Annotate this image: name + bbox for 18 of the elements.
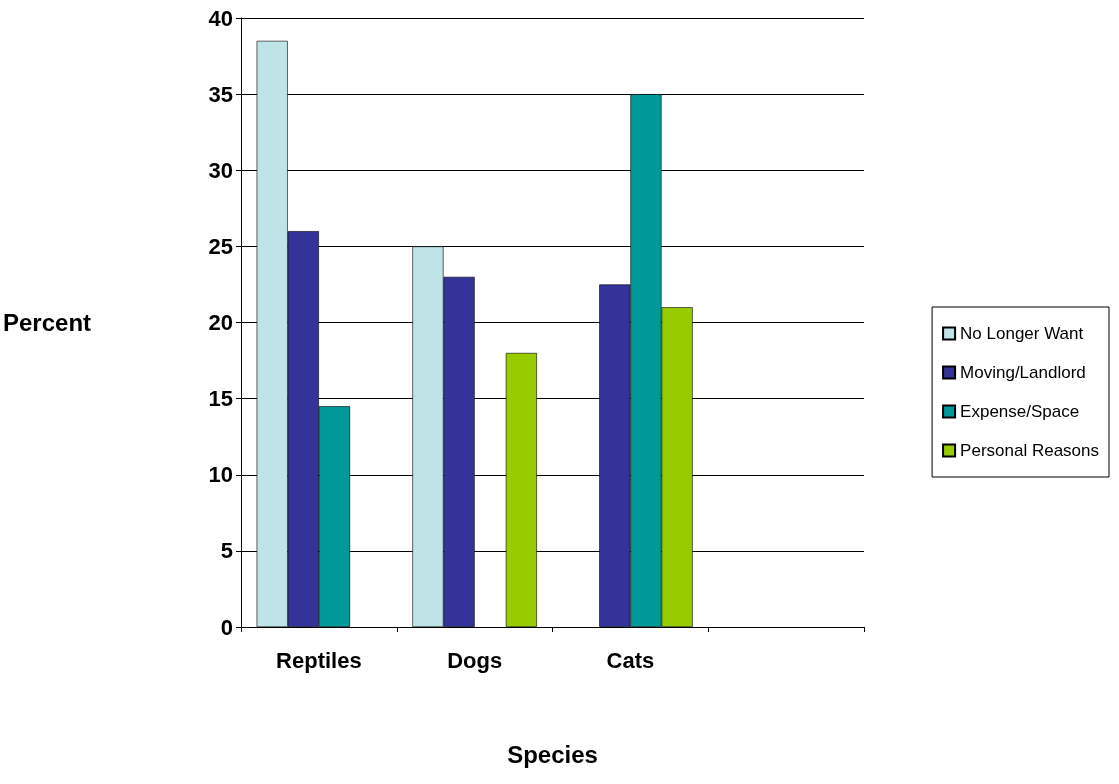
y-tick-label: 20 — [208, 310, 234, 335]
y-tick-label: 15 — [208, 386, 234, 412]
y-tick-label: 25 — [208, 233, 234, 259]
x-tick-label: Dogs — [447, 647, 503, 673]
y-tick-label: 10 — [208, 462, 234, 488]
y-tick-label: 30 — [208, 157, 234, 183]
y-tick-label: 35 — [208, 81, 234, 107]
y-tick-label: 40 — [208, 5, 234, 31]
legend-label: Moving/Landlord — [960, 363, 1086, 382]
x-axis-title: Species — [507, 740, 598, 768]
y-tick-label: 0 — [220, 614, 234, 640]
x-tick-label: Cats — [606, 647, 655, 673]
legend-label: Expense/Space — [960, 402, 1080, 421]
legend-label: Personal Reasons — [960, 441, 1100, 460]
y-tick-label: 5 — [220, 538, 234, 564]
legend-label: No Longer Want — [960, 324, 1084, 343]
y-axis-title: Percent — [3, 309, 92, 336]
x-tick-label: Reptiles — [276, 647, 362, 673]
